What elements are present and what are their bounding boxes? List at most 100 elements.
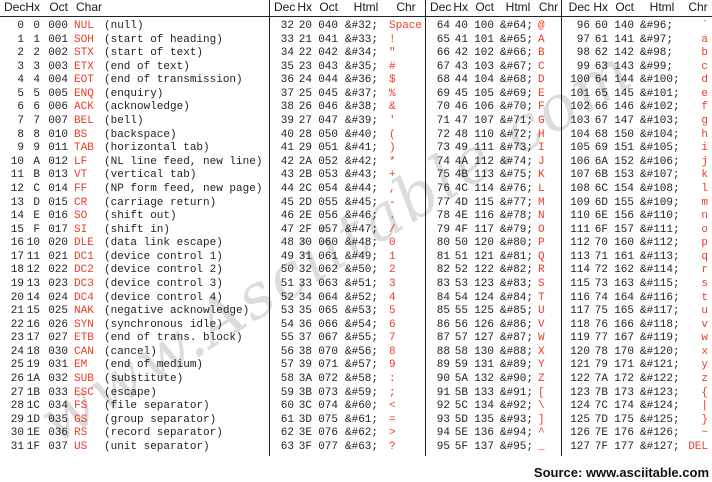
table-cell: 110: [570, 210, 590, 223]
table-row: 85 55 125 &#85; U: [426, 305, 561, 319]
table-cell: 88: [436, 345, 450, 358]
table-cell: 173: [614, 386, 634, 399]
table-cell: 3A: [298, 373, 312, 386]
table-row: 87 57 127 &#87; W: [426, 332, 561, 346]
table-cell: (device control 2): [104, 264, 223, 277]
table-cell: 8: [17, 128, 24, 141]
table-cell: &#83;: [500, 277, 534, 290]
table-cell: 12: [10, 182, 24, 195]
table-cell: &#87;: [500, 332, 534, 345]
table-cell: VT: [74, 169, 88, 182]
table-cell: 1C: [26, 400, 40, 413]
table-cell: 6C: [594, 182, 608, 195]
table-cell: 156: [614, 210, 634, 223]
table-cell: c: [701, 60, 708, 73]
table-cell: 133: [474, 386, 494, 399]
table-cell: &#94;: [500, 427, 534, 440]
table-cell: |: [701, 400, 708, 413]
table-cell: Y: [538, 359, 545, 372]
table-cell: &#124;: [640, 400, 680, 413]
table-row: 58 3A 072 &#58;:: [270, 373, 425, 387]
table-cell: Q: [538, 250, 545, 263]
table-cell: &#47;: [345, 223, 379, 236]
table-cell: 166: [614, 318, 634, 331]
table-cell: 2: [389, 264, 396, 277]
table-cell: \: [538, 400, 545, 413]
table-cell: 30: [10, 427, 24, 440]
table-cell: 076: [318, 427, 338, 440]
table-row: 21 15 025 NAK (negative acknowledge): [0, 305, 269, 319]
table-cell: S: [538, 277, 545, 290]
table-cell: &#51;: [345, 277, 379, 290]
table-cell: 134: [474, 400, 494, 413]
table-cell: 16: [26, 318, 40, 331]
table-cell: &#44;: [345, 182, 379, 195]
table-cell: 102: [474, 47, 494, 60]
table-cell: (NL line feed, new line): [104, 155, 263, 168]
table-cell: 51: [454, 250, 468, 263]
ascii-column-96-127: Dec Hx Oct Html Chr 96 60 140 &#96; ` 97 61 141 &#97…: [561, 0, 712, 456]
table-cell: 155: [614, 196, 634, 209]
table-cell: ]: [538, 413, 545, 426]
table-cell: SI: [74, 223, 88, 236]
table-cell: 24: [298, 74, 312, 87]
table-row: 44 2C 054 &#44;,: [270, 183, 425, 197]
table-cell: &#92;: [500, 400, 534, 413]
table-cell: 053: [318, 169, 338, 182]
table-cell: 6B: [594, 169, 608, 182]
table-cell: o: [701, 223, 708, 236]
table-cell: 5B: [454, 386, 468, 399]
table-cell: ): [389, 142, 396, 155]
table-cell: 13: [10, 196, 24, 209]
table-cell: 114: [570, 264, 590, 277]
column-header: Oct: [49, 0, 68, 14]
table-cell: ?: [389, 440, 396, 453]
table-cell: (: [389, 128, 396, 141]
table-cell: 017: [48, 223, 68, 236]
table-cell: DEL: [688, 440, 708, 453]
table-cell: (end of medium): [104, 359, 204, 372]
table-cell: E: [538, 87, 545, 100]
table-cell: 8: [389, 345, 396, 358]
table-cell: (horizontal tab): [104, 142, 210, 155]
table-cell: &: [389, 101, 396, 114]
table-row: 34 22 042 &#34; ": [270, 47, 425, 61]
table-cell: &#53;: [345, 305, 379, 318]
table-cell: 60: [594, 20, 608, 32]
table-row: 16 10 020 DLE (data link escape): [0, 237, 269, 251]
table-cell: 144: [614, 74, 634, 87]
table-cell: 29: [298, 142, 312, 155]
table-cell: &#56;: [345, 345, 379, 358]
table-cell: &#36;: [345, 74, 379, 87]
table-cell: 87: [436, 332, 450, 345]
column-rows: 32 20 040 &#32; Space 33 21 041 &#33;! 34 22 042 &#3…: [270, 20, 425, 455]
table-row: 65 41 101 &#65; A: [426, 34, 561, 48]
table-cell: (data link escape): [104, 237, 223, 250]
table-row: 4 4 004 EOT (end of transmission): [0, 74, 269, 88]
table-cell: 70: [436, 101, 450, 114]
table-row: 39 27 047 &#39; ': [270, 115, 425, 129]
table-cell: &#105;: [640, 142, 680, 155]
table-cell: d: [701, 74, 708, 87]
table-cell: 146: [614, 101, 634, 114]
table-cell: 65: [436, 33, 450, 46]
table-cell: &#122;: [640, 373, 680, 386]
table-cell: 4C: [454, 182, 468, 195]
table-row: 100 64 144 &#100; d: [562, 74, 712, 88]
table-cell: &#66;: [500, 47, 534, 60]
table-cell: 7E: [594, 427, 608, 440]
table-cell: 124: [474, 291, 494, 304]
table-cell: 142: [614, 47, 634, 60]
table-cell: 32: [298, 264, 312, 277]
table-cell: GS: [74, 413, 88, 426]
table-cell: &#34;: [345, 47, 379, 60]
table-row: 89 59 131 &#89; Y: [426, 359, 561, 373]
table-cell: 4: [17, 74, 24, 87]
table-cell: 030: [48, 345, 68, 358]
table-cell: 13: [26, 277, 40, 290]
table-cell: 7: [17, 115, 24, 128]
table-cell: 79: [436, 223, 450, 236]
table-cell: EM: [74, 359, 88, 372]
table-cell: &#43;: [345, 169, 379, 182]
table-cell: 026: [48, 318, 68, 331]
